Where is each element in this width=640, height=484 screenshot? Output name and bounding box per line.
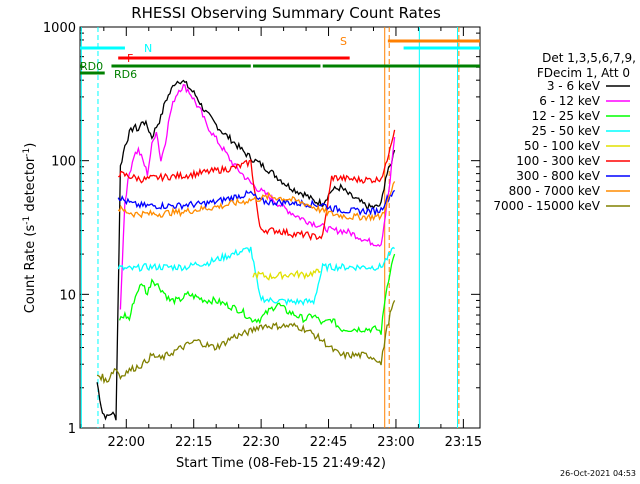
y-axis-label-mid: detector [23,156,38,216]
y-axis-label-end: ) [23,143,38,148]
y-axis-label-sup1: -1 [22,216,32,225]
y-axis-label-sup2: -1 [22,148,32,157]
legend-entry-label: 6 - 12 keV [539,94,601,108]
legend-entry-label: 12 - 25 keV [532,109,601,123]
y-tick-label: 100 [51,155,76,170]
series-line-7000-15000-kev [96,300,396,385]
legend-entry-label: 800 - 7000 keV [509,184,601,198]
x-tick-label: 23:15 [445,435,482,450]
flag-label-rd6: RD6 [114,68,137,81]
legend-entry-label: 100 - 300 keV [516,154,600,168]
x-tick-label: 22:15 [175,435,212,450]
legend-entry-label: 25 - 50 keV [532,124,601,138]
legend-header-decimation: FDecim 1, Att 0 [537,66,630,80]
legend-header-detectors: Det 1,3,5,6,7,9, [542,51,636,65]
chart-title: RHESSI Observing Summary Count Rates [131,4,441,22]
series-line-50-100-kev [252,268,321,281]
plot-frame [79,26,481,429]
legend-entry-label: 3 - 6 keV [547,79,601,93]
flag-label-s: S [340,35,347,48]
legend-entry-label: 7000 - 15000 keV [493,199,600,213]
y-axis-label-main: Count Rate (s [23,225,38,314]
flag-label-f: F [127,52,133,65]
legend-entry-label: 300 - 800 keV [516,169,600,183]
series-line-800-7000-kev [117,181,396,222]
y-axis-label: Count Rate (s-1 detector-1) [22,143,38,314]
x-tick-label: 23:00 [377,435,414,450]
y-tick-label: 1 [68,422,76,437]
legend: Det 1,3,5,6,7,9, FDecim 1, Att 0 3 - 6 k… [493,51,636,213]
series-line-12-25-kev [118,253,396,335]
series-line-6-12-kev [119,84,396,310]
flag-label-n: N [144,42,152,55]
flag-label-rd0: RD0 [80,60,103,73]
x-axis-label: Start Time (08-Feb-15 21:49:42) [176,456,386,471]
x-tick-label: 22:45 [310,435,347,450]
legend-entry-label: 50 - 100 keV [524,139,601,153]
generation-timestamp: 26-Oct-2021 04:53 [560,469,636,478]
x-tick-label: 22:00 [108,435,145,450]
plot-layer: 1 10 100 1000 22:00 22:15 22:30 22:45 23:00 23:15… [43,21,482,450]
series-line-3-6-kev [96,79,396,421]
series-line-300-800-kev [117,189,396,217]
y-tick-label: 1000 [43,21,76,36]
y-tick-label: 10 [59,288,76,303]
x-tick-label: 22:30 [242,435,279,450]
